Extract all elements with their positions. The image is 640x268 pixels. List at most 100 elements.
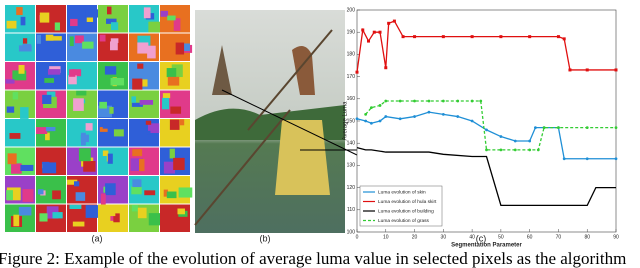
mosaic-patch xyxy=(148,21,161,33)
mosaic-patch xyxy=(85,123,93,131)
mosaic-patch xyxy=(108,208,116,217)
mosaic-patch xyxy=(131,186,142,195)
mosaic-patch xyxy=(177,208,185,215)
marker xyxy=(485,148,488,152)
mosaic-patch xyxy=(163,161,176,174)
mosaic-patch xyxy=(7,153,17,165)
mosaic-patch xyxy=(166,191,177,199)
mosaic-patch xyxy=(20,107,29,119)
marker xyxy=(614,126,618,130)
mosaic-patch xyxy=(52,36,62,41)
mosaic-patch xyxy=(36,127,48,134)
mosaic-patch xyxy=(169,148,175,159)
mosaic-patch xyxy=(99,127,108,132)
mosaic-patch xyxy=(137,35,151,46)
mosaic-patch xyxy=(39,213,48,222)
marker xyxy=(369,106,373,110)
mosaic-patch xyxy=(139,100,154,105)
panel-label: (a) xyxy=(92,233,103,243)
marker xyxy=(413,99,416,103)
hut xyxy=(212,45,232,95)
marker xyxy=(441,99,445,103)
mosaic-patch xyxy=(110,38,119,44)
mosaic-patch xyxy=(146,130,151,135)
marker xyxy=(378,104,382,107)
mosaic-patch xyxy=(145,120,152,125)
mosaic-patch xyxy=(85,205,98,218)
mosaic-patch xyxy=(105,183,116,196)
marker xyxy=(542,126,546,130)
mosaic-patch xyxy=(69,69,76,77)
mosaic-patch xyxy=(179,43,190,52)
marker xyxy=(562,37,566,41)
mosaic-patch xyxy=(76,90,87,96)
mosaic-patch xyxy=(109,106,114,114)
y-tick-label: 130 xyxy=(347,163,356,169)
mosaic-patch xyxy=(18,206,32,216)
marker xyxy=(614,68,618,72)
mosaic-patch xyxy=(137,42,149,54)
mosaic-patch xyxy=(131,102,143,107)
marker xyxy=(398,99,402,103)
legend-label: Luma evolution of grass xyxy=(378,218,430,224)
mosaic-patch xyxy=(5,79,15,84)
mosaic-patch xyxy=(139,158,145,172)
mosaic-patch xyxy=(12,70,27,81)
marker xyxy=(568,68,572,72)
mosaic-patch xyxy=(6,190,13,201)
mosaic-patch xyxy=(42,94,52,104)
mosaic-patch xyxy=(100,193,106,205)
x-tick-label: 10 xyxy=(383,234,389,240)
x-tick-label: 30 xyxy=(441,234,447,240)
mosaic-patch xyxy=(166,68,177,78)
mosaic-patch xyxy=(18,45,32,52)
mosaic-patch xyxy=(45,132,50,141)
marker xyxy=(364,112,368,116)
mosaic-patch xyxy=(144,190,156,196)
marker xyxy=(367,39,371,43)
marker xyxy=(557,126,560,130)
mosaic-patch xyxy=(54,22,60,31)
mosaic-patch xyxy=(12,92,19,100)
mosaic-patch xyxy=(113,129,124,137)
legend-label: Luma evolution of hula skirt xyxy=(378,199,437,205)
mosaic-patch xyxy=(173,18,181,31)
marker xyxy=(384,99,388,103)
photo xyxy=(194,10,358,233)
mosaic-patch xyxy=(52,190,61,200)
mosaic-patch xyxy=(42,162,57,174)
chart: 100 110 120 130 140 150 160 170 180 190 200 0 10 20 30… xyxy=(343,7,619,248)
mosaic-patch xyxy=(85,9,99,18)
mosaic-patch xyxy=(22,189,34,202)
marker xyxy=(470,119,474,123)
mosaic-patch xyxy=(147,123,160,134)
mosaic-patch xyxy=(162,93,171,99)
mosaic-patch xyxy=(167,15,176,21)
y-tick-label: 200 xyxy=(347,7,356,13)
marker xyxy=(585,157,589,161)
marker xyxy=(470,35,474,39)
mosaic-patch xyxy=(80,134,89,143)
mosaic-patch xyxy=(72,221,85,227)
y-tick-label: 110 xyxy=(347,207,355,213)
mosaic-patch xyxy=(6,106,15,113)
mosaic-patch xyxy=(110,77,125,86)
mosaic-patch xyxy=(99,101,107,109)
y-axis-label: Average Luma xyxy=(343,101,349,141)
legend-label: Luma evolution of building xyxy=(378,208,434,214)
marker xyxy=(372,30,376,34)
mosaic-patch xyxy=(52,212,63,219)
marker xyxy=(556,35,560,39)
marker xyxy=(441,35,445,39)
mosaic-patch xyxy=(75,192,86,201)
mosaic-patch xyxy=(20,164,34,171)
legend-label: Luma evolution of skin xyxy=(378,189,426,195)
mosaic-patch xyxy=(36,34,41,44)
marker xyxy=(485,128,488,132)
x-tick-label: 40 xyxy=(469,234,475,240)
marker xyxy=(369,121,373,125)
y-tick-label: 140 xyxy=(347,141,356,147)
y-tick-label: 190 xyxy=(347,30,356,36)
marker xyxy=(355,70,359,74)
